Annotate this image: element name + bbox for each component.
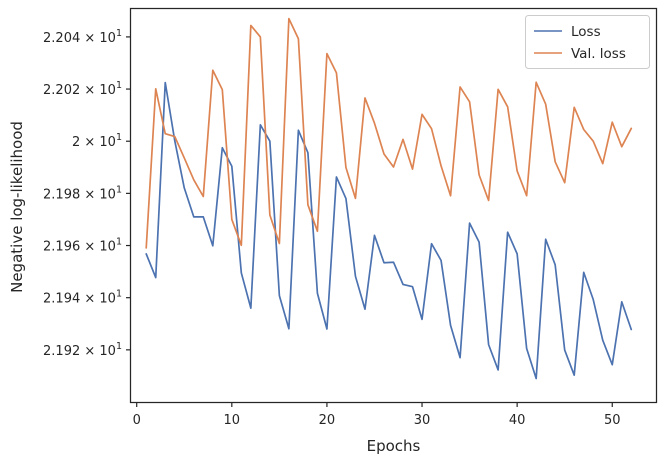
plot-lines [145,17,633,380]
legend-box [525,15,650,69]
plot-frame [129,7,658,404]
y-tick-label: 2.192 × 101 [43,341,122,359]
legend-label-loss: Loss [571,24,601,40]
y-tick-label: 2.196 × 101 [43,237,122,255]
y-tick-label: 2.194 × 101 [43,289,122,307]
x-tick-label: 50 [604,413,621,428]
x-tick-label: 30 [414,413,431,428]
legend-item-val-loss: Val. loss [534,46,626,62]
y-axis-ticks: 2.192 × 101 2.194 × 101 2.196 × 101 2.198 ×… [43,28,131,359]
y-tick-label: 2.198 × 101 [43,184,122,202]
legend-label-val-loss: Val. loss [571,46,626,62]
legend: Loss Val. loss [525,15,650,69]
x-tick-label: 10 [224,413,241,428]
x-tick-label: 0 [133,413,141,428]
y-axis-label: Negative log-likelihood [8,121,26,293]
x-axis-ticks: 0 10 20 30 40 50 [133,402,621,428]
series-line-val-loss [145,17,633,249]
y-tick-label: 2 × 101 [72,132,122,150]
x-tick-label: 40 [509,413,526,428]
x-tick-label: 20 [319,413,336,428]
legend-item-loss: Loss [534,24,601,40]
y-tick-label: 2.204 × 101 [43,28,122,46]
x-axis-label: Epochs [367,437,421,455]
y-tick-label: 2.202 × 101 [43,80,122,98]
